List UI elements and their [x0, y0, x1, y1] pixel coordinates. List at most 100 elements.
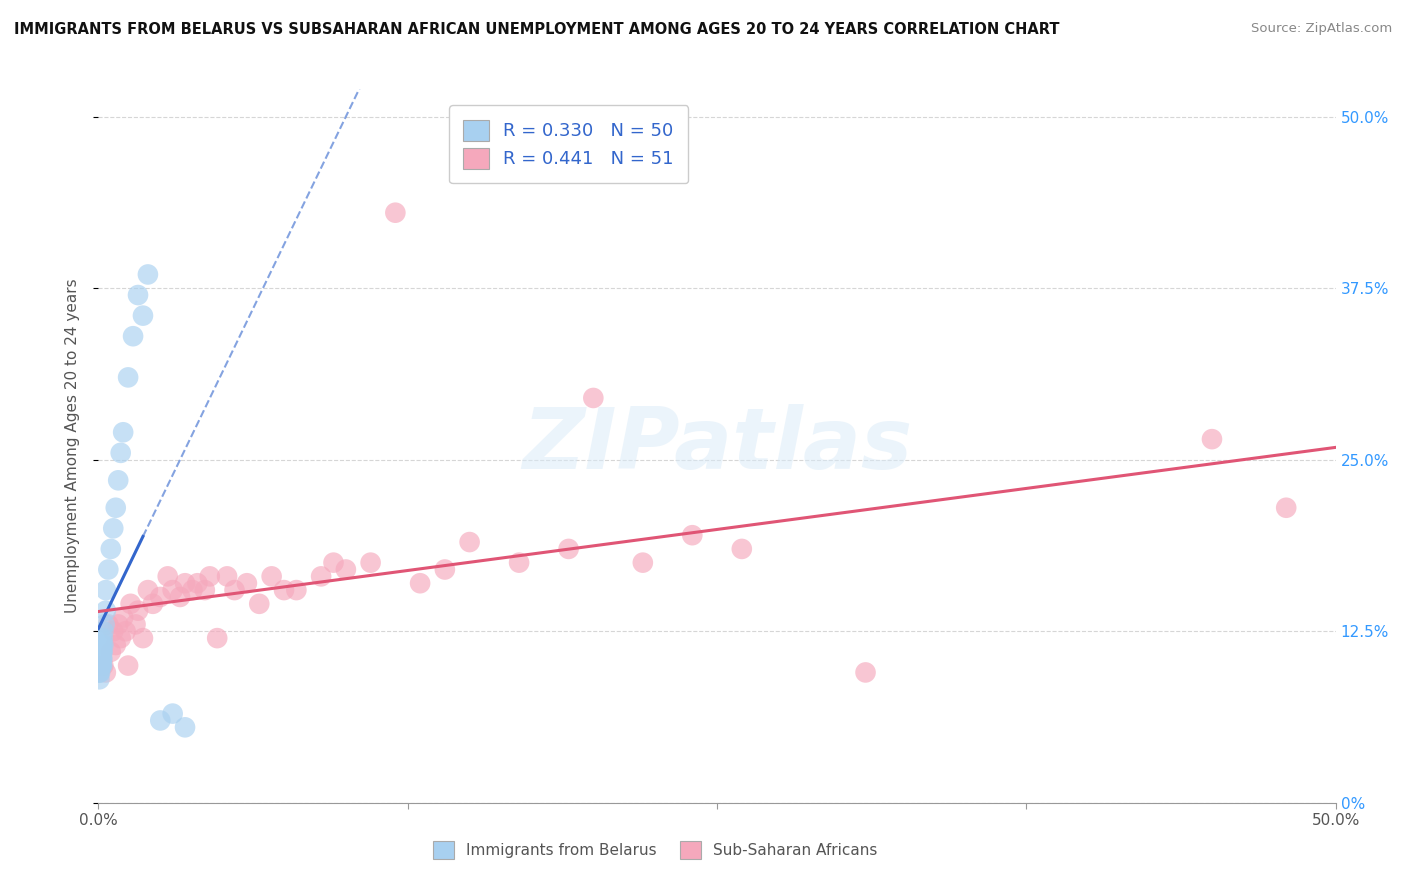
Point [322, 556, 344, 570]
Point [89, 651, 111, 665]
Point [458, 535, 481, 549]
Point [97, 617, 120, 632]
Point [89, 665, 111, 680]
Point [104, 638, 127, 652]
Point [681, 528, 703, 542]
Point [117, 658, 139, 673]
Point [89, 651, 111, 665]
Point [100, 541, 122, 556]
Point [112, 610, 135, 624]
Point [90, 658, 112, 673]
Point [127, 288, 149, 302]
Text: Source: ZipAtlas.com: Source: ZipAtlas.com [1251, 22, 1392, 36]
Point [93, 638, 115, 652]
Point [731, 541, 754, 556]
Point [91, 658, 114, 673]
Point [224, 583, 246, 598]
Point [90, 651, 112, 665]
Point [110, 446, 132, 460]
Point [194, 583, 217, 598]
Point [127, 604, 149, 618]
Point [433, 562, 456, 576]
Point [104, 500, 127, 515]
Point [110, 631, 132, 645]
Point [132, 309, 155, 323]
Point [631, 556, 654, 570]
Point [89, 645, 111, 659]
Text: IMMIGRANTS FROM BELARUS VS SUBSAHARAN AFRICAN UNEMPLOYMENT AMONG AGES 20 TO 24 Y: IMMIGRANTS FROM BELARUS VS SUBSAHARAN AF… [14, 22, 1060, 37]
Point [557, 541, 579, 556]
Point [91, 645, 114, 659]
Point [186, 576, 208, 591]
Point [93, 658, 115, 673]
Point [94, 604, 117, 618]
Point [89, 665, 111, 680]
Point [1201, 432, 1223, 446]
Point [89, 645, 111, 659]
Point [360, 556, 382, 570]
Point [93, 617, 115, 632]
Y-axis label: Unemployment Among Ages 20 to 24 years: Unemployment Among Ages 20 to 24 years [65, 278, 80, 614]
Point [90, 631, 112, 645]
Point [89, 645, 111, 659]
Point [89, 658, 111, 673]
Point [91, 631, 114, 645]
Point [93, 624, 115, 639]
Point [162, 583, 184, 598]
Point [117, 370, 139, 384]
Point [107, 473, 129, 487]
Point [89, 658, 111, 673]
Point [103, 624, 125, 639]
Point [90, 645, 112, 659]
Point [149, 714, 172, 728]
Point [335, 562, 357, 576]
Point [174, 576, 197, 591]
Point [90, 638, 112, 652]
Text: ZIPatlas: ZIPatlas [522, 404, 912, 488]
Point [273, 583, 295, 598]
Point [97, 562, 120, 576]
Point [136, 268, 159, 282]
Point [285, 583, 308, 598]
Point [409, 576, 432, 591]
Point [90, 658, 112, 673]
Point [90, 645, 112, 659]
Point [91, 638, 114, 652]
Point [90, 651, 112, 665]
Point [89, 651, 111, 665]
Point [236, 576, 259, 591]
Point [855, 665, 877, 680]
Point [90, 651, 112, 665]
Point [174, 720, 197, 734]
Point [582, 391, 605, 405]
Point [114, 624, 136, 639]
Point [309, 569, 332, 583]
Point [103, 521, 125, 535]
Point [94, 665, 117, 680]
Point [89, 658, 111, 673]
Point [247, 597, 270, 611]
Point [136, 583, 159, 598]
Point [120, 597, 142, 611]
Point [260, 569, 283, 583]
Point [217, 569, 239, 583]
Point [122, 329, 145, 343]
Point [94, 583, 117, 598]
Legend: Immigrants from Belarus, Sub-Saharan Africans: Immigrants from Belarus, Sub-Saharan Afr… [425, 834, 886, 866]
Point [91, 651, 114, 665]
Point [87, 665, 110, 680]
Point [156, 569, 179, 583]
Point [112, 425, 135, 440]
Point [169, 590, 191, 604]
Point [89, 638, 111, 652]
Point [198, 569, 221, 583]
Point [100, 645, 122, 659]
Point [132, 631, 155, 645]
Point [1275, 500, 1298, 515]
Point [124, 617, 146, 632]
Point [90, 638, 112, 652]
Point [91, 645, 114, 659]
Point [107, 617, 129, 632]
Point [384, 205, 406, 219]
Point [142, 597, 165, 611]
